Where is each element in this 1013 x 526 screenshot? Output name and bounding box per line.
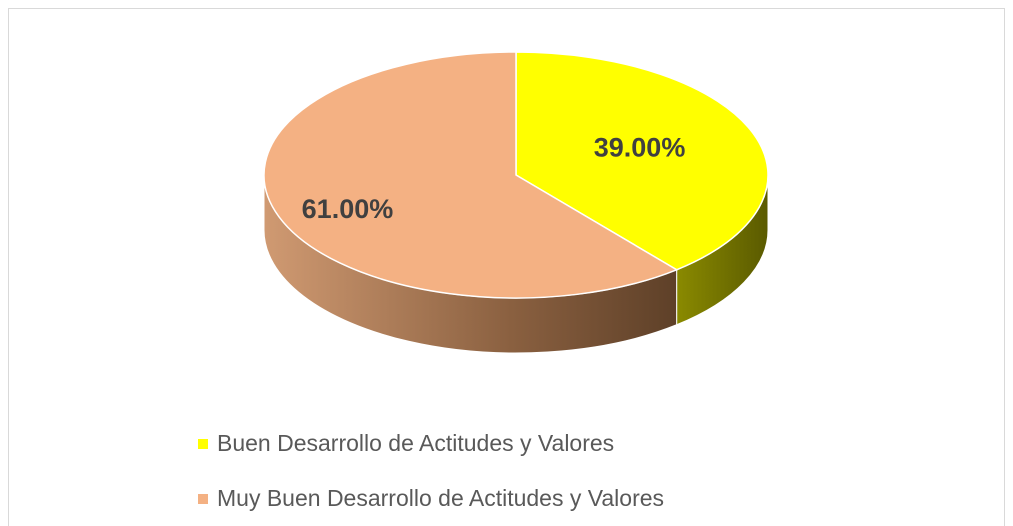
legend-label: Buen Desarrollo de Actitudes y Valores — [217, 430, 614, 456]
pie-slice — [263, 51, 679, 299]
legend-swatch — [198, 439, 208, 449]
value-label: 61.00% — [302, 194, 394, 224]
value-label: 39.00% — [594, 132, 686, 162]
legend-swatch — [198, 494, 208, 504]
pie-slice — [515, 51, 769, 271]
legend-label: Muy Buen Desarrollo de Actitudes y Valor… — [217, 485, 664, 511]
